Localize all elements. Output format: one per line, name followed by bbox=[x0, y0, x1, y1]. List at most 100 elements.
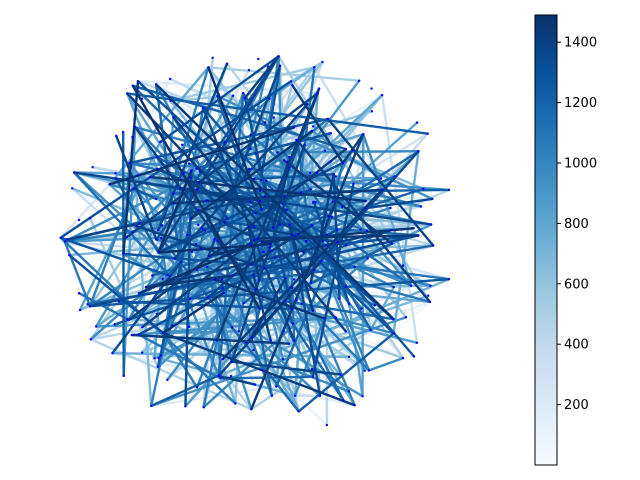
node bbox=[136, 174, 139, 177]
node bbox=[432, 244, 435, 247]
edge bbox=[158, 243, 271, 254]
edge bbox=[250, 209, 288, 338]
node bbox=[334, 175, 337, 178]
edge bbox=[261, 227, 414, 243]
edge bbox=[157, 161, 344, 254]
node bbox=[243, 96, 247, 100]
node bbox=[144, 286, 148, 289]
node bbox=[258, 199, 262, 203]
edge bbox=[134, 125, 422, 208]
node bbox=[426, 132, 429, 135]
node bbox=[344, 285, 348, 288]
node bbox=[341, 161, 345, 165]
node bbox=[190, 217, 193, 220]
node bbox=[114, 177, 118, 180]
node bbox=[122, 252, 125, 255]
edge bbox=[283, 159, 393, 245]
node bbox=[366, 257, 369, 260]
node bbox=[283, 300, 287, 303]
node bbox=[286, 160, 289, 164]
node bbox=[392, 285, 395, 289]
edge bbox=[145, 229, 392, 289]
node bbox=[285, 208, 288, 211]
node bbox=[195, 167, 198, 170]
node bbox=[336, 240, 339, 244]
node bbox=[364, 207, 367, 210]
node bbox=[287, 342, 291, 345]
edge bbox=[114, 229, 392, 326]
edge bbox=[135, 225, 265, 270]
colorbar-tick-label: 600 bbox=[564, 277, 589, 292]
node bbox=[196, 188, 199, 191]
node bbox=[313, 66, 316, 69]
node bbox=[197, 223, 200, 226]
edges-layer bbox=[59, 55, 450, 426]
node bbox=[305, 240, 308, 243]
node bbox=[427, 294, 430, 297]
node bbox=[157, 356, 160, 360]
node bbox=[412, 355, 416, 358]
edge bbox=[253, 117, 329, 180]
edge bbox=[392, 151, 420, 334]
node bbox=[197, 181, 201, 184]
node bbox=[77, 218, 81, 222]
node bbox=[254, 288, 257, 291]
node bbox=[287, 166, 290, 169]
node bbox=[329, 160, 332, 163]
node bbox=[68, 253, 71, 257]
node bbox=[277, 55, 280, 58]
node bbox=[309, 188, 313, 191]
node bbox=[317, 87, 321, 90]
node bbox=[237, 330, 241, 333]
node bbox=[370, 110, 374, 113]
node bbox=[186, 233, 189, 237]
node bbox=[184, 405, 187, 408]
node bbox=[379, 177, 383, 180]
node bbox=[203, 229, 207, 232]
node bbox=[122, 374, 125, 378]
node bbox=[189, 297, 192, 300]
colorbar-tick-label: 800 bbox=[564, 217, 589, 232]
node bbox=[294, 394, 297, 397]
node bbox=[211, 56, 214, 59]
node bbox=[281, 358, 285, 361]
node bbox=[309, 171, 312, 175]
node bbox=[245, 341, 248, 344]
node bbox=[88, 216, 92, 220]
node bbox=[431, 197, 434, 201]
node bbox=[295, 138, 298, 141]
node bbox=[249, 243, 253, 246]
node bbox=[347, 355, 351, 358]
node bbox=[447, 188, 451, 192]
node bbox=[73, 171, 76, 174]
node bbox=[138, 222, 141, 225]
edge bbox=[129, 117, 329, 165]
node bbox=[215, 339, 219, 342]
node bbox=[290, 233, 294, 237]
edge bbox=[245, 341, 297, 397]
edge bbox=[184, 170, 193, 407]
colorbar: 200 400 600 800 1000 1200 1400 bbox=[534, 14, 597, 466]
node bbox=[65, 238, 69, 241]
node bbox=[323, 149, 327, 152]
node bbox=[254, 212, 257, 215]
edge bbox=[231, 360, 341, 376]
node bbox=[219, 377, 222, 380]
node bbox=[392, 332, 395, 335]
node bbox=[141, 326, 144, 329]
node bbox=[362, 133, 365, 136]
node bbox=[221, 287, 224, 290]
node bbox=[401, 264, 405, 267]
node bbox=[268, 245, 271, 249]
node bbox=[282, 195, 286, 198]
node bbox=[225, 62, 229, 65]
node bbox=[250, 263, 253, 266]
node bbox=[132, 187, 136, 190]
node bbox=[263, 266, 266, 270]
node bbox=[169, 99, 172, 103]
edge bbox=[252, 274, 272, 341]
edge bbox=[297, 332, 395, 413]
node bbox=[157, 251, 160, 254]
node bbox=[201, 227, 204, 230]
edge bbox=[157, 55, 280, 254]
